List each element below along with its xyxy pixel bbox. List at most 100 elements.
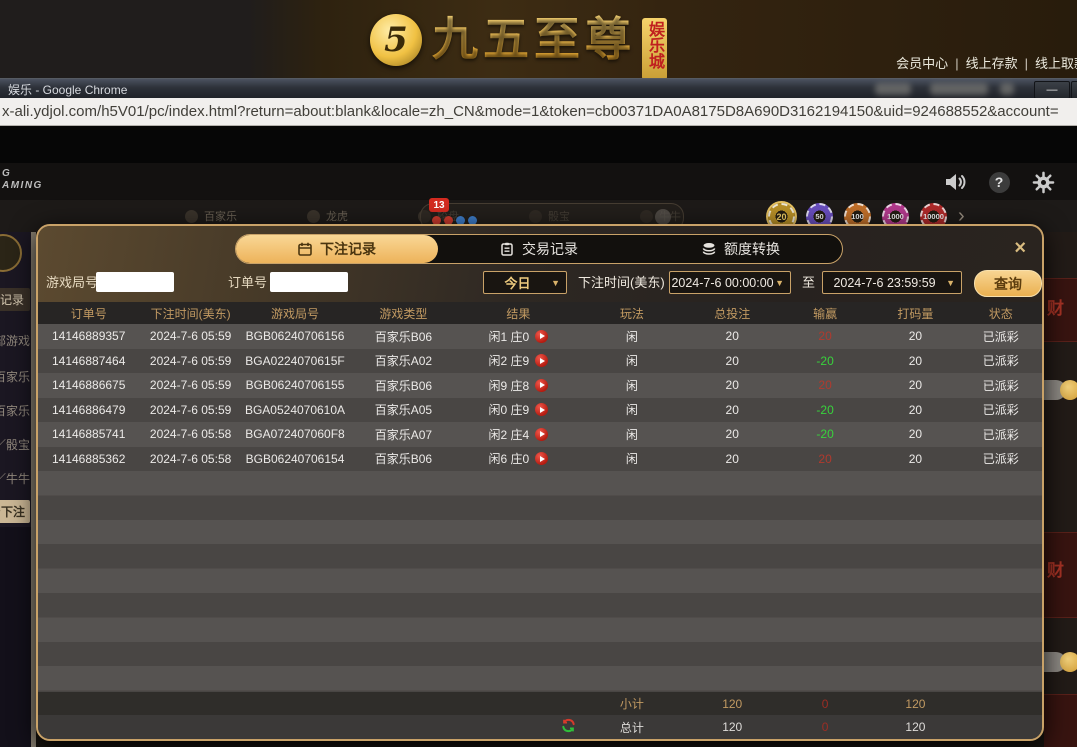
replay-play-icon[interactable] (535, 354, 549, 368)
cell-result: 闲0 庄9 (459, 401, 578, 418)
time-from-dropdown[interactable]: 2024-7-6 00:00:00 ▼ (669, 271, 791, 294)
page-top-spacer (0, 126, 1077, 163)
game-nav-item[interactable]: 百家乐 (185, 208, 237, 224)
redacted-text (1000, 83, 1014, 95)
round-input[interactable] (96, 272, 174, 292)
browser-urlbar[interactable]: x-ali.ydjol.com/h5V01/pc/index.html?retu… (0, 98, 1077, 126)
subtotal-turnover: 120 (905, 696, 926, 711)
table-empty-rows (38, 471, 1042, 692)
cell-total-bet: 20 (725, 353, 739, 368)
site-logo: 5 九五至尊 娱乐城 (370, 8, 667, 80)
result-text: 闲6 庄0 (488, 452, 530, 467)
cell-order-no: 14146889357 (51, 329, 126, 344)
game-nav-item-label: 龙虎 (326, 211, 348, 223)
table-body: 14146889357 2024-7-6 05:59 BGB06240706156 百… (38, 324, 1042, 471)
total-winloss: 0 (821, 720, 829, 734)
scoreboard-dot (444, 216, 453, 225)
sound-icon[interactable] (943, 170, 967, 194)
tab-交易记录[interactable]: 交易记录 (438, 235, 640, 263)
sidebar-item[interactable]: 百家乐 (0, 404, 30, 418)
sidebar-item[interactable]: 记录 (0, 288, 30, 311)
replay-play-icon[interactable] (535, 329, 549, 343)
scoreboard-dots (432, 216, 477, 225)
total-turnover: 120 (905, 720, 926, 734)
cell-total-bet: 20 (725, 427, 739, 442)
provider-logo: G AMING (2, 168, 43, 191)
site-banner: 5 九五至尊 娱乐城 会员中心 | 线上存款 | 线上取款 (0, 0, 1077, 80)
site-logo-badge: 娱乐城 (642, 18, 667, 80)
url-text[interactable]: x-ali.ydjol.com/h5V01/pc/index.html?retu… (2, 103, 1059, 120)
column-header: 总投注 (714, 306, 751, 321)
cell-total-bet: 20 (725, 378, 739, 393)
sidebar-lower-panel (0, 527, 31, 747)
tab-下注记录[interactable]: 下注记录 (236, 235, 438, 263)
avatar[interactable] (0, 234, 22, 272)
result-text: 闲2 庄9 (488, 354, 530, 369)
sidebar-item[interactable]: ／牛牛 (0, 472, 30, 486)
cell-bet-time: 2024-7-6 05:59 (149, 402, 232, 417)
minimize-button[interactable]: — (1034, 81, 1070, 99)
cell-win-loss: 20 (818, 451, 832, 466)
sidebar-item[interactable]: ／骰宝 (0, 438, 30, 452)
total-row: 总计 120 0 120 (38, 715, 1042, 739)
chevron-down-icon: ▼ (946, 277, 955, 288)
sidebar-item[interactable]: 部游戏 (0, 334, 30, 348)
column-header: 输赢 (813, 306, 838, 321)
filter-row: 游戏局号 订单号 今日 ▼ 下注时间(美东) 2024-7-6 00:00:00… (38, 270, 1042, 297)
chip-value: 100 (851, 212, 864, 221)
chips-more-icon[interactable]: › (958, 205, 965, 227)
refresh-icon[interactable] (561, 718, 576, 736)
cell-round-no: BGA0524070610A (244, 402, 346, 417)
maximize-button[interactable] (1071, 81, 1077, 99)
cell-order-no: 14146886479 (51, 402, 126, 417)
cell-play: 闲 (625, 427, 638, 442)
cell-game-type: 百家乐A07 (374, 427, 433, 442)
close-icon[interactable]: × (1014, 237, 1026, 259)
cell-game-type: 百家乐B06 (374, 329, 433, 344)
replay-play-icon[interactable] (535, 427, 549, 441)
search-button[interactable]: 查询 (974, 270, 1042, 297)
replay-play-icon[interactable] (535, 378, 549, 392)
replay-play-icon[interactable] (535, 452, 549, 466)
header-link[interactable]: 线上取款 (1034, 56, 1077, 71)
settings-gear-icon[interactable] (1031, 170, 1055, 194)
right-game-fragment: 财 财 (1044, 232, 1077, 747)
table-label-fragment: 财 (1047, 299, 1064, 318)
cell-play: 闲 (625, 329, 638, 344)
modal-header: 下注记录 交易记录 额度转换 × 游戏局号 订单号 今日 ▼ 下注时间(美东) 20… (38, 226, 1042, 302)
order-input[interactable] (270, 272, 348, 292)
cell-play: 闲 (625, 403, 638, 418)
tab-label: 下注记录 (320, 241, 376, 257)
time-to-dropdown[interactable]: 2024-7-6 23:59:59 ▼ (822, 271, 962, 294)
sidebar-item[interactable]: 百家乐 (0, 370, 30, 384)
cell-win-loss: -20 (816, 427, 834, 442)
help-icon[interactable]: ? (987, 170, 1011, 194)
result-text: 闲9 庄8 (488, 378, 530, 393)
cell-result: 闲9 庄8 (459, 377, 578, 394)
date-preset-dropdown[interactable]: 今日 ▼ (483, 271, 567, 294)
scoreboard-refresh-icon[interactable] (655, 209, 671, 225)
header-link[interactable]: 会员中心 (896, 56, 949, 71)
game-nav-item[interactable]: 龙虎 (307, 208, 348, 224)
column-header: 状态 (988, 306, 1013, 321)
cell-order-no: 14146887464 (51, 353, 126, 368)
chip-fragment-icon (1060, 652, 1077, 672)
replay-play-icon[interactable] (535, 403, 549, 417)
column-header: 结果 (506, 306, 531, 321)
tab-额度转换[interactable]: 额度转换 (640, 235, 842, 263)
cell-status: 已派彩 (982, 403, 1019, 418)
scoreboard-count-badge: 13 (429, 198, 449, 212)
cell-bet-time: 2024-7-6 05:59 (149, 329, 232, 344)
cell-status: 已派彩 (982, 427, 1019, 442)
column-header: 订单号 (70, 306, 107, 321)
header-link[interactable]: 线上存款 (965, 56, 1018, 71)
chip-value: 20 (776, 211, 787, 222)
header-links: 会员中心 | 线上存款 | 线上取款 (896, 53, 1077, 72)
sidebar-divider (31, 232, 36, 747)
column-header: 玩法 (619, 306, 644, 321)
sidebar-item[interactable]: 台下注 (0, 500, 30, 523)
chevron-down-icon: ▼ (551, 277, 560, 288)
tab-label: 交易记录 (522, 241, 578, 257)
cell-round-no: BGB06240706155 (245, 378, 345, 393)
cell-round-no: BGA0224070615F (245, 353, 345, 368)
